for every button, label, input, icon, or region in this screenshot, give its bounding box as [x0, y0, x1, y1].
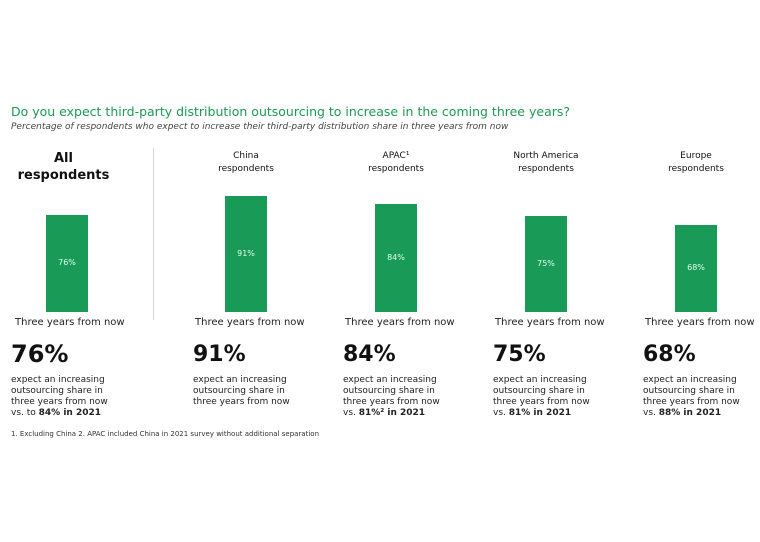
panel-header: China respondents [218, 151, 274, 174]
panel-percentage: 91% [193, 342, 246, 367]
footnote: 1. Excluding China 2. APAC included Chin… [11, 430, 319, 438]
panel-percentage: 68% [643, 342, 696, 367]
chart-title: Do you expect third-party distribution o… [11, 104, 571, 119]
x-tick-label: Three years from now [195, 317, 305, 328]
panel-description: expect an increasing outsourcing share in… [643, 375, 740, 418]
bar-2 [225, 195, 267, 312]
panel-description: expect an increasing outsourcing share in… [193, 375, 290, 407]
panel-divider [153, 148, 154, 320]
bar-1 [46, 214, 88, 312]
panel-percentage: 75% [493, 342, 546, 367]
panel-percentage: 76% [11, 340, 69, 368]
x-tick-label: Three years from now [495, 317, 605, 328]
bar-4 [525, 216, 567, 312]
bar-value-label: 68% [687, 263, 705, 273]
bar-value-label: 75% [537, 259, 555, 268]
x-tick-label: Three years from now [15, 317, 125, 328]
x-tick-label: Three years from now [345, 317, 455, 328]
panel-percentage: 84% [343, 342, 396, 367]
x-tick-label: Three years from now [645, 317, 755, 328]
panel-description: expect an increasing outsourcing share in… [493, 375, 590, 418]
bar-3 [375, 204, 417, 312]
bar-value-label: 76% [58, 258, 76, 268]
bar-5 [675, 224, 717, 312]
panel-header: All respondents [17, 151, 110, 183]
panel-header: Europe respondents [668, 151, 724, 174]
panel-header: APAC¹ respondents [368, 151, 424, 174]
panel-header: North America respondents [513, 151, 579, 174]
panel-description: expect an increasing outsourcing share in… [11, 375, 108, 418]
bar-value-label: 91% [237, 248, 255, 258]
panel-description: expect an increasing outsourcing share in… [343, 375, 440, 418]
bar-value-label: 84% [387, 253, 405, 263]
chart-subtitle: Percentage of respondents who expect to … [11, 122, 509, 132]
